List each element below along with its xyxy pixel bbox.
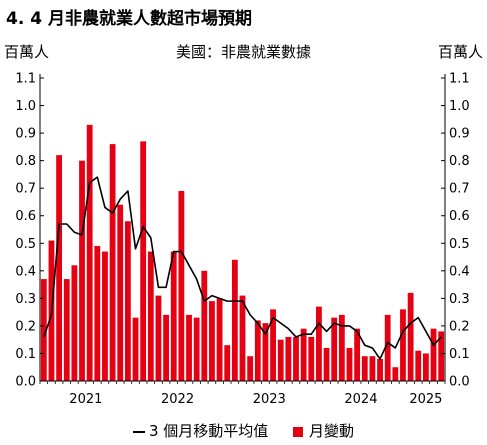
bar-monthly-change xyxy=(285,336,292,381)
left-y-tick-label: 0.3 xyxy=(15,292,36,307)
bar-monthly-change xyxy=(170,251,177,381)
bar-monthly-change xyxy=(186,314,192,381)
bar-monthly-change xyxy=(94,246,101,381)
bar-monthly-change xyxy=(293,336,299,381)
bar-monthly-change xyxy=(102,251,108,381)
bar-monthly-change xyxy=(63,279,70,381)
bar-monthly-change xyxy=(438,331,445,381)
bar-monthly-change xyxy=(147,251,154,381)
bar-monthly-change xyxy=(377,358,383,381)
bar-monthly-change xyxy=(316,306,322,381)
legend-line-swatch xyxy=(132,430,145,433)
right-y-tick-label: 0.4 xyxy=(449,264,470,279)
bar-monthly-change xyxy=(132,317,139,381)
right-y-tick-label: 0.8 xyxy=(449,154,470,169)
right-y-tick-label: 0.3 xyxy=(449,292,470,307)
bar-monthly-change xyxy=(163,314,169,381)
left-y-tick-label: 0.0 xyxy=(15,375,36,390)
right-y-tick-label: 0.2 xyxy=(449,319,470,334)
left-y-tick-label: 0.4 xyxy=(15,264,36,279)
bar-monthly-change xyxy=(369,356,376,381)
bar-monthly-change xyxy=(124,221,131,381)
left-y-tick-label: 0.7 xyxy=(15,182,36,197)
bar-monthly-change xyxy=(216,298,223,381)
bar-monthly-change xyxy=(56,155,63,381)
bar-monthly-change xyxy=(338,314,345,381)
bar-monthly-change xyxy=(71,265,78,381)
line-moving-average xyxy=(43,176,442,360)
legend-bar-swatch xyxy=(293,426,304,437)
left-y-tick-label: 0.6 xyxy=(15,209,36,224)
bar-monthly-change xyxy=(193,317,200,381)
right-y-tick-label: 0.6 xyxy=(449,209,470,224)
chart-subtitle: 美國：非農就業數據 xyxy=(175,43,311,61)
legend-label-moving-average: 3 個月移動平均值 xyxy=(148,422,269,440)
bar-monthly-change xyxy=(422,353,429,381)
bar-monthly-change xyxy=(209,301,215,381)
bar-monthly-change xyxy=(354,328,361,381)
legend: 3 個月移動平均值 月變動 xyxy=(0,420,487,441)
left-y-tick-label: 1.1 xyxy=(15,72,36,87)
legend-item-monthly-change: 月變動 xyxy=(293,420,354,441)
right-y-tick-label: 0.7 xyxy=(449,182,470,197)
legend-label-monthly-change: 月變動 xyxy=(309,422,355,440)
bar-monthly-change xyxy=(254,320,261,381)
bar-monthly-change xyxy=(224,345,231,381)
bar-monthly-change xyxy=(239,295,246,381)
right-y-tick-label: 0.1 xyxy=(449,347,470,362)
left-y-tick-label: 0.9 xyxy=(15,127,36,142)
left-y-tick-label: 0.8 xyxy=(15,154,36,169)
x-year-label: 2024 xyxy=(344,392,377,407)
bar-monthly-change xyxy=(155,295,162,381)
right-y-tick-label: 0.5 xyxy=(449,237,470,252)
bar-monthly-change xyxy=(346,347,353,381)
right-axis-unit: 百萬人 xyxy=(437,43,483,61)
bar-monthly-change xyxy=(40,279,47,381)
bar-monthly-change xyxy=(331,317,338,381)
bar-monthly-change xyxy=(361,356,368,381)
bar-monthly-change xyxy=(86,124,93,381)
x-year-label: 2022 xyxy=(161,392,194,407)
bar-monthly-change xyxy=(323,347,330,381)
left-axis-unit: 百萬人 xyxy=(4,43,50,61)
left-y-tick-label: 0.1 xyxy=(15,347,36,362)
right-y-tick-label: 1.0 xyxy=(449,99,470,114)
bar-monthly-change xyxy=(247,356,254,381)
bar-monthly-change xyxy=(430,328,437,381)
left-y-tick-label: 1.0 xyxy=(15,99,36,114)
chart-title: 4. 4 月非農就業人數超市場預期 xyxy=(6,9,252,29)
right-y-tick-label: 1.1 xyxy=(449,72,470,87)
bar-monthly-change xyxy=(270,309,276,381)
right-y-tick-label: 0.9 xyxy=(449,127,470,142)
bar-monthly-change xyxy=(231,259,238,381)
bar-monthly-change xyxy=(109,144,116,381)
x-year-label: 2023 xyxy=(253,392,286,407)
bar-monthly-change xyxy=(178,190,185,381)
bar-monthly-change xyxy=(392,367,399,381)
bar-monthly-change xyxy=(262,323,269,381)
bar-monthly-change xyxy=(79,160,85,381)
bar-monthly-change xyxy=(117,204,124,381)
bar-monthly-change xyxy=(140,141,147,381)
bar-monthly-change xyxy=(384,314,391,381)
bar-monthly-change xyxy=(407,292,414,381)
bar-monthly-change xyxy=(415,350,422,381)
left-y-tick-label: 0.5 xyxy=(15,237,36,252)
x-year-label: 2021 xyxy=(69,392,102,407)
bar-monthly-change xyxy=(400,309,406,381)
bar-monthly-change xyxy=(308,336,315,381)
right-y-tick-label: 0.0 xyxy=(449,375,470,390)
left-y-tick-label: 0.2 xyxy=(15,319,36,334)
x-year-label: 2025 xyxy=(409,392,442,407)
legend-item-moving-average: 3 個月移動平均值 xyxy=(132,420,269,441)
bar-monthly-change xyxy=(300,328,307,381)
bar-monthly-change xyxy=(277,339,284,381)
bar-monthly-change xyxy=(201,270,208,381)
